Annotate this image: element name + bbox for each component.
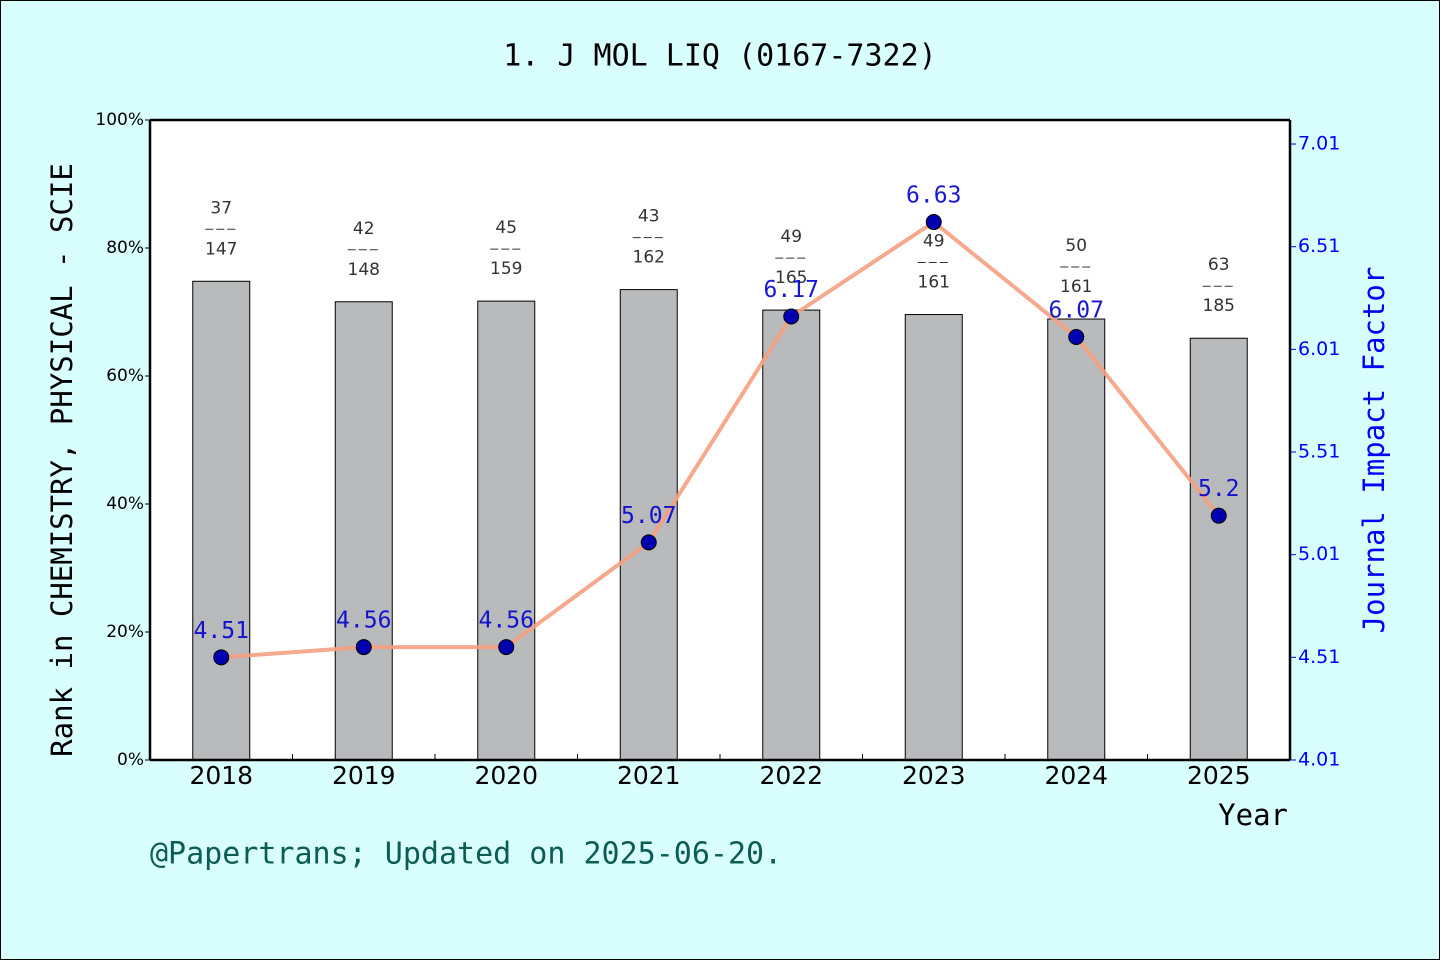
rank-label: 42 bbox=[353, 219, 375, 239]
if-point bbox=[498, 639, 515, 656]
total-label: 148 bbox=[348, 260, 380, 280]
rank-label: 43 bbox=[638, 207, 660, 227]
total-label: 165 bbox=[775, 268, 807, 288]
if-point bbox=[1210, 507, 1227, 524]
if-point bbox=[925, 214, 942, 231]
y-tick-label: 100% bbox=[95, 110, 144, 130]
total-label: 161 bbox=[1060, 277, 1092, 297]
y2-tick-label: 5.51 bbox=[1298, 441, 1340, 463]
x-tick-label: 2021 bbox=[617, 761, 681, 790]
x-axis-label: Year bbox=[1218, 798, 1288, 832]
rank-label: 45 bbox=[495, 218, 517, 238]
bar bbox=[904, 314, 963, 761]
rank-label: 49 bbox=[923, 232, 945, 252]
if-label: 5.2 bbox=[1198, 476, 1240, 502]
total-label: 162 bbox=[633, 248, 665, 268]
if-label: 4.51 bbox=[194, 618, 249, 644]
if-line bbox=[221, 220, 1221, 660]
y2-tick-label: 5.01 bbox=[1298, 543, 1340, 565]
if-label: 4.56 bbox=[479, 608, 534, 634]
if-point bbox=[1068, 329, 1085, 346]
total-label: 185 bbox=[1203, 296, 1235, 316]
y-tick-label: 60% bbox=[106, 366, 144, 386]
if-label: 6.63 bbox=[906, 183, 961, 209]
if-point bbox=[640, 534, 657, 551]
y2-tick-label: 4.01 bbox=[1298, 749, 1340, 771]
if-label: 6.17 bbox=[764, 277, 819, 303]
y-axis-label: Rank in CHEMISTRY, PHYSICAL - SCIE bbox=[45, 163, 79, 757]
y-tick-label: 20% bbox=[106, 622, 144, 642]
x-tick-label: 2025 bbox=[1187, 761, 1251, 790]
x-tick-label: 2019 bbox=[332, 761, 396, 790]
total-label: 147 bbox=[205, 239, 237, 259]
footer: @Papertrans; Updated on 2025-06-20. bbox=[150, 837, 782, 872]
bar bbox=[192, 280, 251, 761]
bar bbox=[619, 289, 678, 761]
bar bbox=[477, 300, 536, 761]
if-label: 4.56 bbox=[336, 608, 391, 634]
y-tick-label: 80% bbox=[106, 238, 144, 258]
total-label: 161 bbox=[918, 273, 950, 293]
if-point bbox=[783, 308, 800, 325]
y2-tick-label: 4.51 bbox=[1298, 646, 1340, 668]
x-tick-label: 2023 bbox=[902, 761, 966, 790]
total-label: 159 bbox=[490, 259, 522, 279]
y2-tick-label: 6.01 bbox=[1298, 338, 1340, 360]
y2-axis-label: Journal Impact Factor bbox=[1357, 267, 1391, 634]
bar bbox=[334, 301, 393, 761]
x-tick-label: 2024 bbox=[1044, 761, 1108, 790]
y-tick-label: 0% bbox=[117, 750, 144, 770]
rank-label: 37 bbox=[210, 198, 232, 218]
bar bbox=[1047, 318, 1106, 761]
if-point bbox=[213, 649, 230, 666]
rank-label: 63 bbox=[1208, 255, 1230, 275]
x-tick-label: 2018 bbox=[189, 761, 253, 790]
rank-label: 49 bbox=[780, 227, 802, 247]
y2-tick-label: 7.01 bbox=[1298, 133, 1340, 155]
x-tick-label: 2020 bbox=[474, 761, 538, 790]
if-label: 5.07 bbox=[621, 503, 676, 529]
if-label: 6.07 bbox=[1049, 298, 1104, 324]
x-tick-label: 2022 bbox=[759, 761, 823, 790]
plot-area bbox=[150, 120, 1290, 760]
y2-tick-label: 6.51 bbox=[1298, 235, 1340, 257]
if-point bbox=[355, 639, 372, 656]
bar bbox=[1189, 337, 1248, 761]
chart-title: 1. J MOL LIQ (0167-7322) bbox=[503, 39, 936, 74]
rank-label: 50 bbox=[1065, 236, 1087, 256]
bar bbox=[762, 309, 821, 761]
y-tick-label: 40% bbox=[106, 494, 144, 514]
